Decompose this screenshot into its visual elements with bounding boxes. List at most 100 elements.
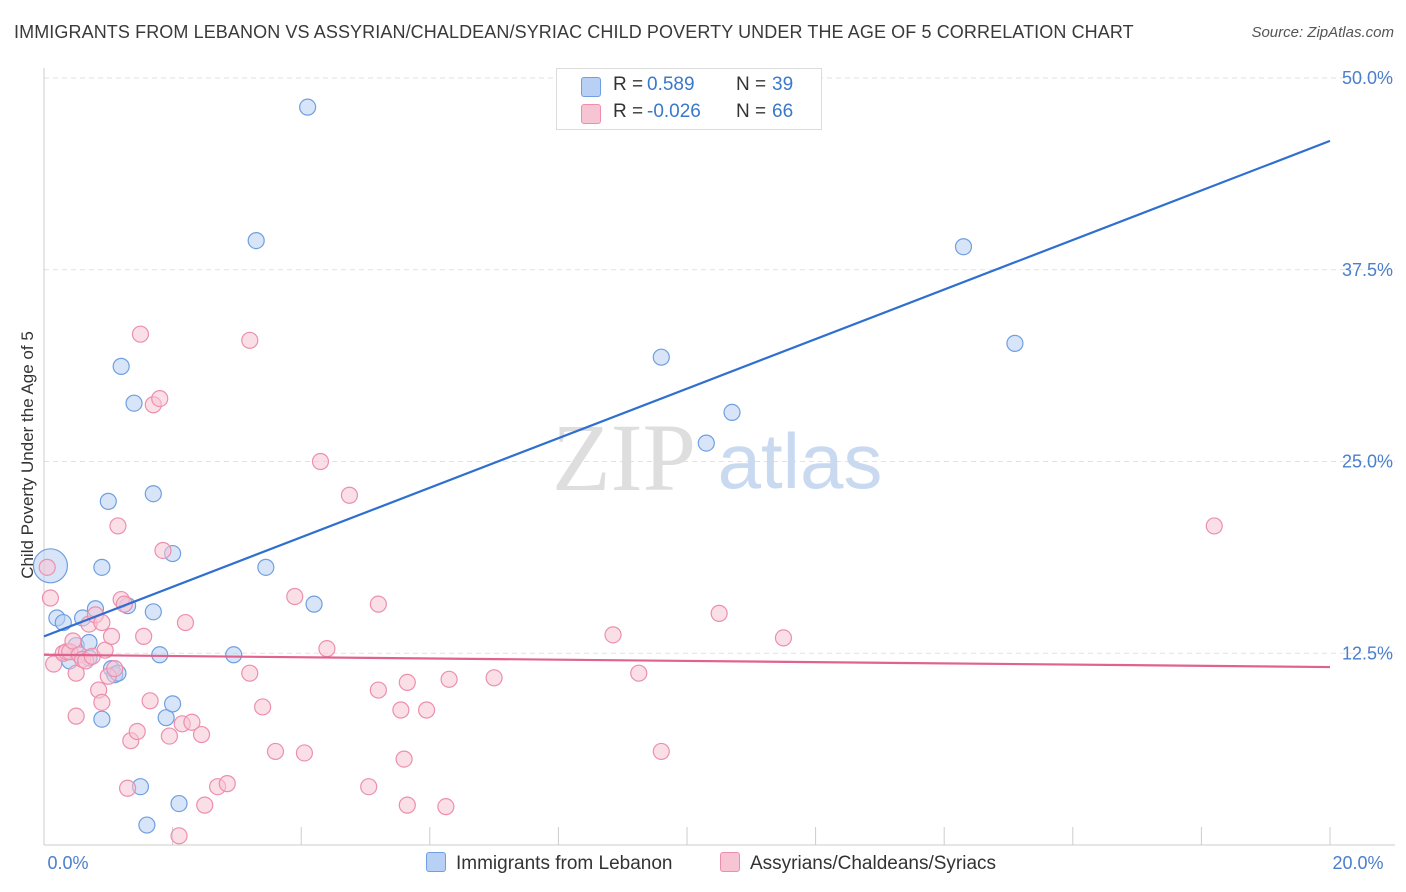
legend-r-value: 0.589 — [647, 74, 695, 95]
point-lebanon — [257, 558, 275, 576]
point-assyrian — [151, 390, 169, 408]
point-lebanon — [299, 98, 317, 116]
bottom-legend-label-lebanon: Immigrants from Lebanon — [456, 853, 673, 874]
point-lebanon — [170, 794, 188, 813]
legend-n-label: N = — [736, 74, 767, 95]
point-assyrian — [398, 673, 416, 691]
point-lebanon — [125, 394, 143, 412]
point-assyrian — [45, 655, 63, 673]
point-assyrian — [630, 664, 648, 682]
point-assyrian — [440, 670, 458, 688]
point-lebanon — [112, 357, 130, 375]
point-assyrian — [183, 713, 201, 731]
point-assyrian — [652, 742, 670, 761]
point-assyrian — [360, 778, 378, 796]
point-assyrian — [241, 664, 259, 682]
point-assyrian — [67, 707, 85, 725]
point-assyrian — [64, 632, 82, 650]
point-assyrian — [131, 325, 150, 343]
trendline-lebanon — [43, 139, 1331, 638]
point-assyrian — [106, 659, 124, 678]
point-assyrian — [115, 595, 133, 613]
bottom-legend-assyrian: Assyrians/Chaldeans/Syriacs — [720, 852, 996, 875]
point-assyrian — [67, 664, 85, 682]
legend-n-label: N = — [736, 101, 767, 122]
axes — [43, 68, 1395, 846]
point-assyrian — [311, 452, 330, 471]
point-assyrian — [196, 796, 214, 814]
point-assyrian — [417, 701, 436, 719]
point-assyrian — [369, 681, 387, 699]
point-assyrian — [1205, 517, 1223, 535]
point-lebanon — [138, 816, 156, 834]
point-assyrian — [135, 627, 153, 645]
y-tick-label: 50.0% — [1342, 68, 1393, 88]
point-assyrian — [266, 742, 285, 761]
bottom-legend-lebanon: Immigrants from Lebanon — [426, 852, 673, 875]
point-assyrian — [170, 827, 188, 845]
legend-swatch-assyrian — [581, 104, 601, 124]
point-assyrian — [395, 750, 413, 768]
legend-n-value: 66 — [772, 101, 794, 122]
gridlines — [44, 77, 1395, 654]
point-assyrian — [128, 722, 146, 741]
point-assyrian — [604, 626, 622, 644]
point-lebanon — [225, 646, 243, 664]
point-lebanon — [954, 238, 973, 256]
point-assyrian — [340, 486, 359, 504]
point-assyrian — [485, 669, 503, 687]
y-tick-label: 37.5% — [1342, 260, 1393, 280]
point-assyrian — [109, 517, 127, 535]
trend-lines — [43, 139, 1331, 669]
x-tick-label: 0.0% — [47, 853, 88, 873]
point-assyrian — [710, 604, 728, 622]
point-assyrian — [392, 701, 410, 719]
point-lebanon — [93, 558, 111, 576]
y-axis-label: Child Poverty Under the Age of 5 — [18, 331, 37, 579]
point-assyrian — [160, 727, 178, 745]
x-tick-label: 20.0% — [1332, 853, 1383, 873]
data-points — [32, 98, 1223, 845]
point-lebanon — [99, 492, 117, 510]
watermark: ZIP atlas — [552, 404, 882, 511]
watermark-zip: ZIP — [552, 404, 696, 511]
point-assyrian — [41, 589, 60, 607]
point-assyrian — [118, 779, 137, 797]
legend-r-label: R = — [613, 101, 644, 122]
point-assyrian — [192, 725, 211, 744]
point-lebanon — [1006, 334, 1024, 352]
point-lebanon — [144, 485, 162, 503]
chart-title: IMMIGRANTS FROM LEBANON VS ASSYRIAN/CHAL… — [14, 22, 1134, 42]
point-assyrian — [318, 640, 336, 658]
point-assyrian — [102, 627, 121, 645]
point-assyrian — [774, 629, 793, 647]
point-assyrian — [437, 798, 455, 816]
point-assyrian — [218, 775, 236, 793]
point-assyrian — [154, 541, 172, 560]
point-assyrian — [38, 558, 56, 576]
tick-labels: 12.5% 25.0% 37.5% 50.0% 0.0% 20.0% — [47, 68, 1393, 873]
point-lebanon — [723, 403, 741, 422]
bottom-legend-label-assyrian: Assyrians/Chaldeans/Syriacs — [750, 853, 997, 874]
point-lebanon — [247, 232, 265, 250]
point-assyrian — [398, 796, 416, 814]
legend-r-label: R = — [613, 74, 644, 95]
point-assyrian — [241, 331, 259, 349]
point-assyrian — [93, 693, 111, 711]
bottom-legend-swatch-assyrian — [720, 852, 740, 872]
point-lebanon — [697, 434, 715, 452]
point-assyrian — [176, 613, 195, 632]
point-lebanon — [93, 710, 111, 728]
point-lebanon — [144, 603, 162, 621]
source-credit: Source: ZipAtlas.com — [1251, 24, 1394, 41]
point-assyrian — [295, 744, 314, 762]
y-tick-label: 25.0% — [1342, 452, 1393, 472]
point-lebanon — [652, 348, 670, 366]
point-assyrian — [141, 692, 159, 710]
correlation-legend: R = 0.589 N = 39 R = -0.026 N = 66 — [556, 68, 822, 130]
bottom-legend-swatch-lebanon — [426, 852, 446, 872]
legend-r-value: -0.026 — [647, 101, 701, 122]
point-lebanon — [164, 695, 182, 713]
trendline-assyrian — [43, 653, 1331, 669]
